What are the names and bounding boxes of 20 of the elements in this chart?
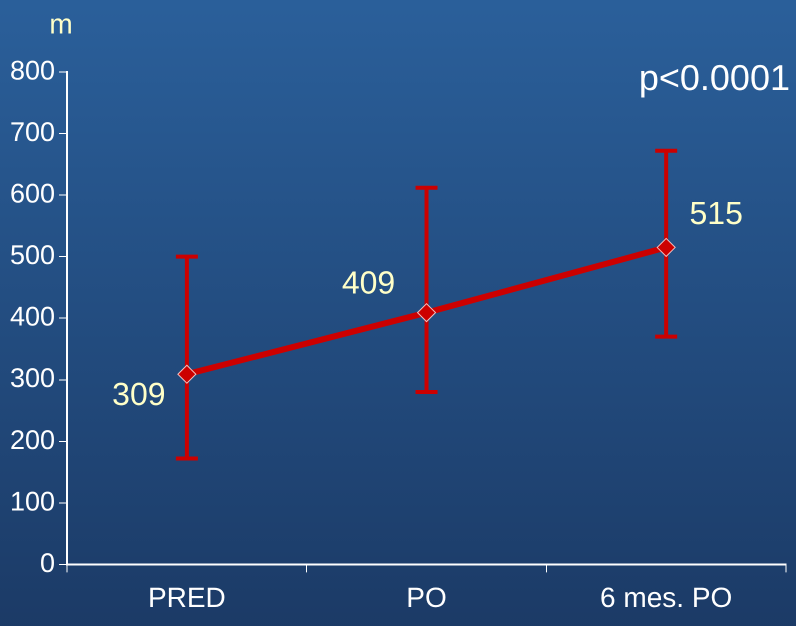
y-tick-label: 500 bbox=[10, 240, 56, 270]
y-tick-label: 0 bbox=[40, 548, 56, 578]
y-tick-label: 700 bbox=[10, 117, 56, 148]
annotation: p<0.0001 bbox=[638, 56, 790, 98]
y-tick-label: 400 bbox=[10, 302, 56, 332]
data-label: 515 bbox=[689, 195, 743, 232]
y-axis-title: m bbox=[49, 8, 73, 40]
point bbox=[177, 364, 196, 384]
y-tick-label: 600 bbox=[10, 178, 56, 209]
y-tick-label: 100 bbox=[10, 486, 56, 516]
x-tick-label: PRED bbox=[148, 582, 226, 613]
y-tick-label: 200 bbox=[10, 424, 56, 455]
y-tick-label: 300 bbox=[10, 363, 56, 394]
data-label: 409 bbox=[342, 264, 396, 300]
data-label: 309 bbox=[112, 376, 166, 412]
point bbox=[417, 303, 436, 322]
x-tick-label: 6 mes. PO bbox=[600, 582, 732, 613]
point bbox=[656, 238, 676, 257]
y-tick-label: 800 bbox=[10, 55, 56, 86]
x-tick-label: PO bbox=[406, 582, 447, 613]
